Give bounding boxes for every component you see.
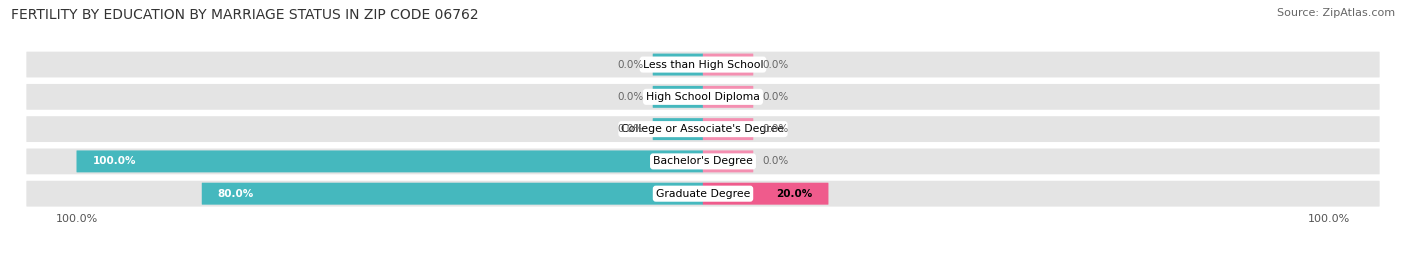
Text: 0.0%: 0.0% — [762, 59, 789, 70]
FancyBboxPatch shape — [652, 86, 703, 108]
Text: 0.0%: 0.0% — [617, 124, 644, 134]
FancyBboxPatch shape — [27, 181, 1379, 207]
FancyBboxPatch shape — [27, 148, 1379, 174]
FancyBboxPatch shape — [202, 183, 703, 205]
Text: 0.0%: 0.0% — [762, 156, 789, 167]
Text: Less than High School: Less than High School — [643, 59, 763, 70]
Text: 0.0%: 0.0% — [762, 92, 789, 102]
FancyBboxPatch shape — [27, 116, 1379, 142]
Text: 100.0%: 100.0% — [93, 156, 136, 167]
FancyBboxPatch shape — [76, 150, 703, 172]
FancyBboxPatch shape — [703, 118, 754, 140]
Text: Source: ZipAtlas.com: Source: ZipAtlas.com — [1277, 8, 1395, 18]
Text: 0.0%: 0.0% — [617, 92, 644, 102]
Text: FERTILITY BY EDUCATION BY MARRIAGE STATUS IN ZIP CODE 06762: FERTILITY BY EDUCATION BY MARRIAGE STATU… — [11, 8, 479, 22]
FancyBboxPatch shape — [652, 54, 703, 76]
FancyBboxPatch shape — [703, 183, 828, 205]
Text: High School Diploma: High School Diploma — [647, 92, 759, 102]
Text: 0.0%: 0.0% — [617, 59, 644, 70]
Text: Graduate Degree: Graduate Degree — [655, 189, 751, 199]
FancyBboxPatch shape — [27, 52, 1379, 77]
Text: 0.0%: 0.0% — [762, 124, 789, 134]
Text: College or Associate's Degree: College or Associate's Degree — [621, 124, 785, 134]
FancyBboxPatch shape — [703, 54, 754, 76]
FancyBboxPatch shape — [652, 118, 703, 140]
FancyBboxPatch shape — [27, 84, 1379, 110]
Text: 80.0%: 80.0% — [218, 189, 254, 199]
FancyBboxPatch shape — [703, 150, 754, 172]
Text: Bachelor's Degree: Bachelor's Degree — [652, 156, 754, 167]
FancyBboxPatch shape — [703, 86, 754, 108]
Text: 20.0%: 20.0% — [776, 189, 813, 199]
